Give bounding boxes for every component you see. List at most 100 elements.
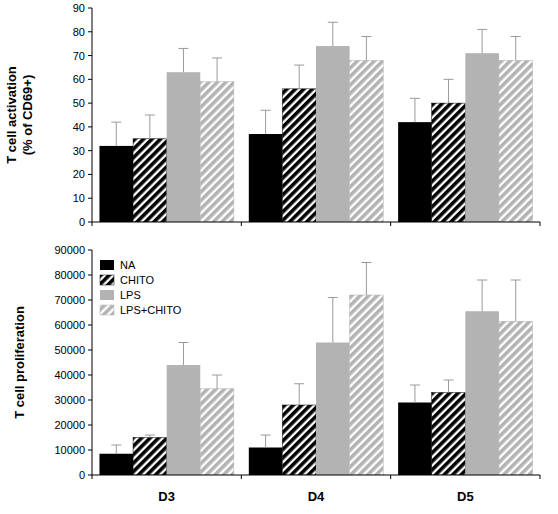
y-tick-label: 90000 (54, 244, 85, 256)
x-axis (92, 222, 540, 223)
bar (249, 448, 283, 476)
y-tick (88, 55, 92, 56)
error-bar (511, 37, 521, 61)
x-tick (241, 222, 242, 226)
bar (249, 134, 283, 222)
y-tick (88, 103, 92, 104)
y-tick (88, 150, 92, 151)
y-axis-title: T cell activation(% of CD69+) (4, 66, 35, 164)
y-tick-label: 50000 (54, 344, 85, 356)
error-bar (145, 115, 155, 139)
y-tick (88, 31, 92, 32)
bar (99, 454, 133, 475)
y-tick-label: 40 (73, 121, 85, 133)
error-bar (361, 37, 371, 61)
bar (398, 122, 432, 222)
x-tick (540, 475, 541, 479)
legend: NACHITOLPSLPS+CHITO (100, 259, 182, 316)
error-bar (294, 65, 304, 89)
y-tick (88, 174, 92, 175)
error-bar (361, 263, 371, 296)
x-tick-label: D5 (457, 489, 474, 504)
y-tick (88, 350, 92, 351)
y-tick (88, 450, 92, 451)
error-bar (261, 435, 271, 448)
y-tick-label: 70000 (54, 294, 85, 306)
error-bar (328, 22, 338, 46)
y-tick-label: 0 (79, 216, 85, 228)
y-tick (88, 222, 92, 223)
bar (167, 365, 201, 475)
bar (133, 438, 167, 476)
legend-label: LPS (120, 289, 141, 301)
legend-swatch (100, 275, 114, 285)
legend-swatch (100, 290, 114, 300)
error-bar (178, 48, 188, 72)
figure: 0102030405060708090T cell activation(% o… (0, 0, 558, 514)
error-bar (294, 384, 304, 405)
legend-label: NA (120, 259, 136, 271)
x-tick (390, 222, 391, 226)
bar (282, 89, 316, 222)
y-tick (88, 425, 92, 426)
x-tick (390, 475, 391, 479)
error-bar (477, 29, 487, 53)
bars (99, 263, 532, 476)
error-bar (410, 98, 420, 122)
panel: 0102030405060708090T cell activation(% o… (4, 2, 540, 228)
bar (465, 53, 499, 222)
x-tick (241, 475, 242, 479)
bar (316, 46, 350, 222)
y-tick (88, 475, 92, 476)
y-tick-label: 50 (73, 97, 85, 109)
bars (99, 22, 532, 222)
y-tick (88, 250, 92, 251)
y-tick-label: 10000 (54, 444, 85, 456)
x-tick (540, 222, 541, 226)
y-axis-title: T cell proliferation (12, 306, 27, 419)
y-tick (88, 375, 92, 376)
bar (499, 321, 533, 475)
y-tick (88, 275, 92, 276)
y-tick-label: 40000 (54, 369, 85, 381)
x-tick (92, 475, 93, 479)
error-bar (178, 343, 188, 366)
bar (99, 146, 133, 222)
error-bar (212, 375, 222, 389)
y-tick-label: 20000 (54, 419, 85, 431)
y-tick (88, 126, 92, 127)
bar (167, 72, 201, 222)
panel: 0100002000030000400005000060000700008000… (12, 244, 540, 504)
y-tick-label: 90 (73, 2, 85, 14)
bar (200, 389, 234, 475)
bar (432, 103, 466, 222)
x-tick (92, 222, 93, 226)
error-bar (444, 79, 454, 103)
y-tick-label: 80000 (54, 269, 85, 281)
bar (316, 343, 350, 476)
error-bar (410, 385, 420, 403)
y-axis (92, 250, 93, 475)
bar (432, 393, 466, 476)
x-axis (92, 475, 540, 476)
error-bar (111, 445, 121, 454)
x-tick-label: D3 (158, 489, 175, 504)
bar (465, 311, 499, 475)
legend-label: LPS+CHITO (120, 304, 182, 316)
y-tick-label: 10 (73, 192, 85, 204)
y-tick-label: 20 (73, 168, 85, 180)
y-tick (88, 8, 92, 9)
error-bar (477, 280, 487, 311)
error-bar (511, 280, 521, 321)
bar (350, 60, 384, 222)
error-bar (261, 110, 271, 134)
error-bar (328, 298, 338, 343)
error-bar (145, 435, 155, 438)
bar (350, 295, 384, 475)
y-tick-label: 60000 (54, 319, 85, 331)
y-tick-label: 60 (73, 73, 85, 85)
y-tick (88, 198, 92, 199)
y-tick-label: 70 (73, 50, 85, 62)
y-axis (92, 8, 93, 222)
error-bar (111, 122, 121, 146)
